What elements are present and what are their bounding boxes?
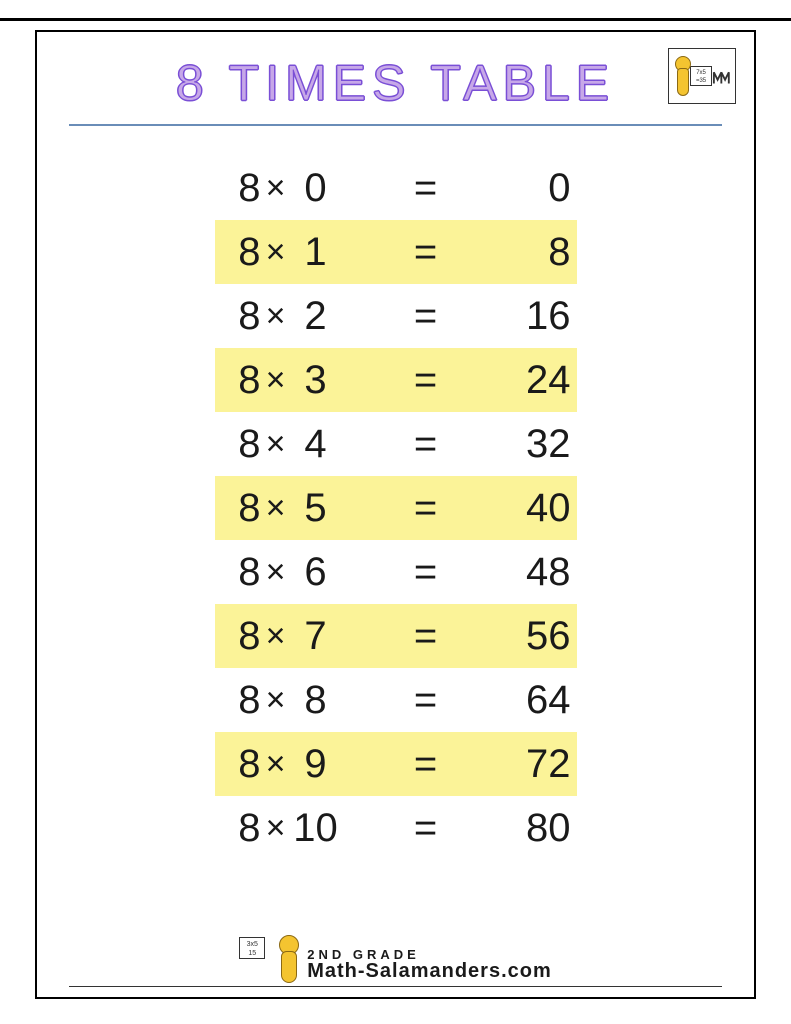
times-symbol: × (261, 809, 291, 848)
footer: 3x5 15 2ND GRADE Math-Salamanders.com (37, 933, 754, 983)
times-table: 8×0=08×1=88×2=168×3=248×4=328×5=408×6=48… (37, 156, 754, 860)
base-number: 8 (221, 422, 261, 467)
footer-salamander-icon (275, 935, 301, 983)
equals-symbol: = (411, 422, 441, 467)
base-number: 8 (221, 550, 261, 595)
salamander-icon (673, 56, 690, 96)
table-row: 8×5 = 40 (215, 476, 577, 540)
result: 32 (511, 422, 571, 467)
base-number: 8 (221, 614, 261, 659)
base-number: 8 (221, 166, 261, 211)
multiplier: 10 (291, 806, 341, 851)
times-symbol: × (261, 233, 291, 272)
base-number: 8 (221, 230, 261, 275)
result: 64 (511, 678, 571, 723)
multiplier: 7 (291, 614, 341, 659)
table-row: 8×7 = 56 (215, 604, 577, 668)
result: 72 (511, 742, 571, 787)
multiplier: 5 (291, 486, 341, 531)
table-row: 8×3 = 24 (215, 348, 577, 412)
footer-divider (69, 986, 722, 987)
result: 80 (511, 806, 571, 851)
footer-board-line-2: 15 (240, 949, 264, 958)
result: 40 (511, 486, 571, 531)
times-symbol: × (261, 169, 291, 208)
result: 24 (511, 358, 571, 403)
times-symbol: × (261, 425, 291, 464)
header: 8 TIMES TABLE 7x5 =35 (37, 32, 754, 124)
equals-symbol: = (411, 358, 441, 403)
result: 0 (511, 166, 571, 211)
equals-symbol: = (411, 614, 441, 659)
multiplier: 2 (291, 294, 341, 339)
times-symbol: × (261, 553, 291, 592)
table-row: 8×2 = 16 (215, 284, 577, 348)
header-divider (69, 124, 722, 126)
footer-chalkboard-icon: 3x5 15 (239, 937, 265, 959)
table-row: 8×4 = 32 (215, 412, 577, 476)
equals-symbol: = (411, 166, 441, 211)
base-number: 8 (221, 806, 261, 851)
base-number: 8 (221, 486, 261, 531)
footer-board-line-1: 3x5 (240, 940, 264, 949)
m-logo-icon (712, 66, 731, 86)
multiplier: 6 (291, 550, 341, 595)
base-number: 8 (221, 294, 261, 339)
multiplier: 4 (291, 422, 341, 467)
times-symbol: × (261, 489, 291, 528)
footer-brand: 3x5 15 2ND GRADE Math-Salamanders.com (239, 935, 552, 983)
table-row: 8×1=8 (215, 220, 577, 284)
equals-symbol: = (411, 550, 441, 595)
board-line-2: =35 (691, 77, 712, 85)
times-symbol: × (261, 617, 291, 656)
footer-text: 2ND GRADE Math-Salamanders.com (307, 947, 552, 983)
multiplier: 8 (291, 678, 341, 723)
multiplier: 0 (291, 166, 341, 211)
multiplier: 3 (291, 358, 341, 403)
result: 48 (511, 550, 571, 595)
times-symbol: × (261, 297, 291, 336)
multiplier: 9 (291, 742, 341, 787)
table-row: 8×8 = 64 (215, 668, 577, 732)
site-name: Math-Salamanders.com (307, 960, 552, 983)
table-row: 8×9 = 72 (215, 732, 577, 796)
equals-symbol: = (411, 486, 441, 531)
base-number: 8 (221, 358, 261, 403)
brand-logo-top: 7x5 =35 (668, 48, 736, 104)
top-rule (0, 18, 791, 21)
equals-symbol: = (411, 806, 441, 851)
equals-symbol: = (411, 678, 441, 723)
result: 8 (511, 230, 571, 275)
multiplier: 1 (291, 230, 341, 275)
base-number: 8 (221, 678, 261, 723)
result: 56 (511, 614, 571, 659)
times-symbol: × (261, 745, 291, 784)
equals-symbol: = (411, 230, 441, 275)
table-row: 8×0=0 (215, 156, 577, 220)
table-row: 8×6 = 48 (215, 540, 577, 604)
equals-symbol: = (411, 294, 441, 339)
equals-symbol: = (411, 742, 441, 787)
chalkboard-icon: 7x5 =35 (690, 66, 713, 86)
result: 16 (511, 294, 571, 339)
table-row: 8×10 = 80 (215, 796, 577, 860)
base-number: 8 (221, 742, 261, 787)
board-line-1: 7x5 (691, 69, 712, 77)
worksheet-page: 8 TIMES TABLE 7x5 =35 8×0=08×1=88×2=168×… (35, 30, 756, 999)
times-symbol: × (261, 361, 291, 400)
page-title: 8 TIMES TABLE (57, 54, 734, 112)
times-symbol: × (261, 681, 291, 720)
